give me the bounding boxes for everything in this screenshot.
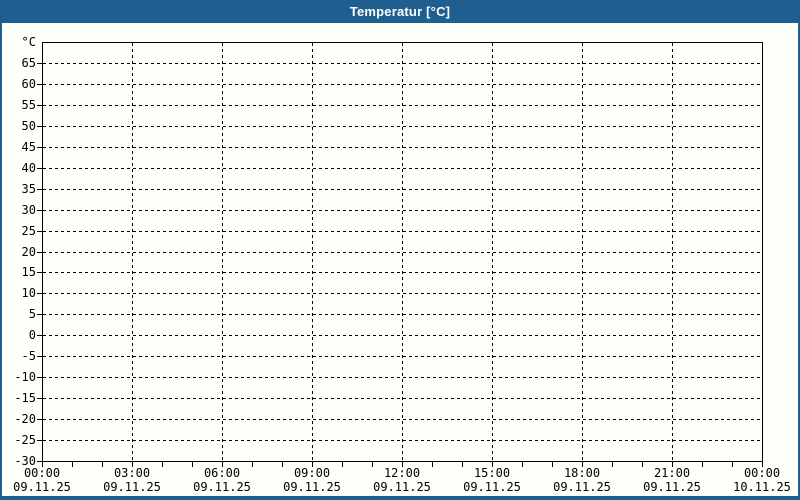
y-axis-tick-label: 65 — [21, 56, 36, 70]
y-axis-tick — [37, 105, 42, 106]
x-axis-time-label: 15:00 — [473, 466, 511, 480]
y-axis-tick-label: 25 — [21, 224, 36, 238]
x-axis-tick — [342, 462, 343, 467]
x-axis-date-label: 09.11.25 — [553, 480, 611, 494]
x-axis-tick — [582, 462, 583, 467]
y-axis-tick — [37, 84, 42, 85]
y-axis-tick — [37, 231, 42, 232]
x-axis-tick — [702, 462, 703, 467]
x-axis-tick — [252, 462, 253, 467]
y-axis-tick — [37, 356, 42, 357]
x-grid-line — [582, 43, 583, 460]
x-grid-line — [312, 43, 313, 460]
x-grid-line — [222, 43, 223, 460]
y-axis-tick-label: -10 — [14, 370, 36, 384]
x-grid-line — [492, 43, 493, 460]
y-axis-tick — [37, 335, 42, 336]
x-axis-tick — [72, 462, 73, 467]
y-axis-tick — [37, 272, 42, 273]
y-axis-tick-label: -25 — [14, 433, 36, 447]
x-axis-time-label: 00:00 — [743, 466, 781, 480]
y-axis-tick-label: 50 — [21, 119, 36, 133]
x-axis-tick — [312, 462, 313, 467]
x-axis-time-label: 00:00 — [23, 466, 61, 480]
title-bar: Temperatur [°C] — [0, 0, 800, 23]
x-axis-tick — [132, 462, 133, 467]
x-axis-date-label: 10.11.25 — [733, 480, 791, 494]
x-axis-tick — [402, 462, 403, 467]
y-axis-tick — [37, 461, 42, 462]
x-axis-date-label: 09.11.25 — [13, 480, 71, 494]
x-axis-time-label: 03:00 — [113, 466, 151, 480]
x-axis-time-label: 12:00 — [383, 466, 421, 480]
x-axis-date-label: 09.11.25 — [193, 480, 251, 494]
x-axis-tick — [192, 462, 193, 467]
x-axis-date-label: 09.11.25 — [643, 480, 701, 494]
y-axis-tick — [37, 147, 42, 148]
y-axis-tick — [37, 168, 42, 169]
y-axis-tick — [37, 189, 42, 190]
x-axis-time-label: 18:00 — [563, 466, 601, 480]
y-axis-tick — [37, 314, 42, 315]
y-axis-tick-label: 35 — [21, 182, 36, 196]
x-axis-tick — [522, 462, 523, 467]
x-grid-line — [672, 43, 673, 460]
y-axis-tick-label: -20 — [14, 412, 36, 426]
y-axis-tick-label: 55 — [21, 98, 36, 112]
x-axis-date-label: 09.11.25 — [463, 480, 521, 494]
y-axis-tick — [37, 126, 42, 127]
x-axis-tick — [612, 462, 613, 467]
window-title: Temperatur [°C] — [349, 4, 451, 19]
y-axis-tick-label: 10 — [21, 286, 36, 300]
x-axis-tick — [372, 462, 373, 467]
y-axis-tick — [37, 293, 42, 294]
y-axis-tick — [37, 377, 42, 378]
x-axis-tick — [492, 462, 493, 467]
x-axis-date-label: 09.11.25 — [103, 480, 161, 494]
chart-content-area — [2, 23, 798, 496]
x-axis-tick — [642, 462, 643, 467]
y-axis-tick — [37, 440, 42, 441]
x-grid-line — [132, 43, 133, 460]
x-axis-tick — [162, 462, 163, 467]
plot-area — [42, 42, 763, 462]
y-axis-tick-label: 15 — [21, 265, 36, 279]
y-axis-tick-label: 20 — [21, 245, 36, 259]
y-axis-tick-label: 5 — [28, 307, 36, 321]
x-axis-tick — [462, 462, 463, 467]
y-axis-tick — [37, 419, 42, 420]
x-axis-tick — [282, 462, 283, 467]
x-axis-tick — [102, 462, 103, 467]
x-axis-time-label: 09:00 — [293, 466, 331, 480]
y-axis-tick-label: 40 — [21, 161, 36, 175]
x-axis-tick — [552, 462, 553, 467]
x-axis-tick — [432, 462, 433, 467]
x-grid-line — [402, 43, 403, 460]
x-axis-tick — [762, 462, 763, 467]
y-axis-tick-label: 30 — [21, 203, 36, 217]
x-axis-tick — [222, 462, 223, 467]
x-axis-date-label: 09.11.25 — [283, 480, 341, 494]
x-axis-tick — [672, 462, 673, 467]
y-axis-tick — [37, 252, 42, 253]
y-axis-tick-label: -15 — [14, 391, 36, 405]
y-axis-tick-label: 0 — [28, 328, 36, 342]
y-axis-tick-label: 45 — [21, 140, 36, 154]
x-axis-time-label: 21:00 — [653, 466, 691, 480]
y-axis-tick-label: -30 — [14, 454, 36, 468]
y-axis-tick — [37, 210, 42, 211]
x-axis-date-label: 09.11.25 — [373, 480, 431, 494]
y-axis-unit-label: °C — [21, 35, 36, 49]
y-axis-tick — [37, 398, 42, 399]
x-axis-tick — [732, 462, 733, 467]
y-axis-tick — [37, 63, 42, 64]
y-axis-tick-label: -5 — [21, 349, 36, 363]
x-axis-time-label: 06:00 — [203, 466, 241, 480]
y-axis-tick-label: 60 — [21, 77, 36, 91]
x-axis-tick — [42, 462, 43, 467]
